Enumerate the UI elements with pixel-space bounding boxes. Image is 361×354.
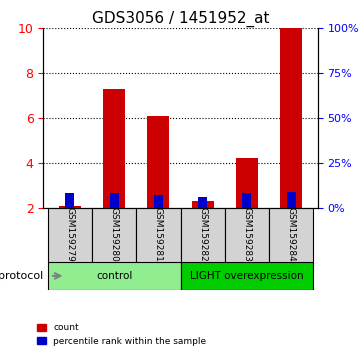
Text: GSM159279: GSM159279	[65, 207, 74, 262]
Bar	[110, 193, 118, 208]
Text: GSM159280: GSM159280	[110, 207, 119, 262]
FancyBboxPatch shape	[269, 208, 313, 262]
Bar	[287, 192, 296, 208]
Text: LIGHT overexpression: LIGHT overexpression	[190, 271, 304, 281]
FancyBboxPatch shape	[48, 208, 92, 262]
FancyBboxPatch shape	[92, 208, 136, 262]
Bar	[103, 89, 125, 208]
FancyBboxPatch shape	[180, 262, 313, 290]
Bar	[192, 201, 214, 208]
Bar	[147, 116, 169, 208]
FancyBboxPatch shape	[225, 208, 269, 262]
Text: GSM159282: GSM159282	[198, 207, 207, 262]
Bar	[65, 193, 74, 208]
Text: control: control	[96, 271, 132, 281]
FancyBboxPatch shape	[180, 208, 225, 262]
Legend: count, percentile rank within the sample: count, percentile rank within the sample	[34, 320, 210, 349]
Text: GSM159281: GSM159281	[154, 207, 163, 262]
Bar	[154, 195, 163, 208]
FancyBboxPatch shape	[136, 208, 180, 262]
Title: GDS3056 / 1451952_at: GDS3056 / 1451952_at	[92, 11, 269, 27]
Bar	[280, 28, 302, 208]
FancyBboxPatch shape	[48, 262, 180, 290]
Bar	[59, 206, 81, 208]
Bar	[236, 158, 258, 208]
Text: GSM159284: GSM159284	[287, 207, 296, 262]
Text: protocol: protocol	[0, 271, 43, 281]
Text: GSM159283: GSM159283	[242, 207, 251, 262]
Bar	[243, 193, 251, 208]
Bar	[198, 197, 207, 208]
